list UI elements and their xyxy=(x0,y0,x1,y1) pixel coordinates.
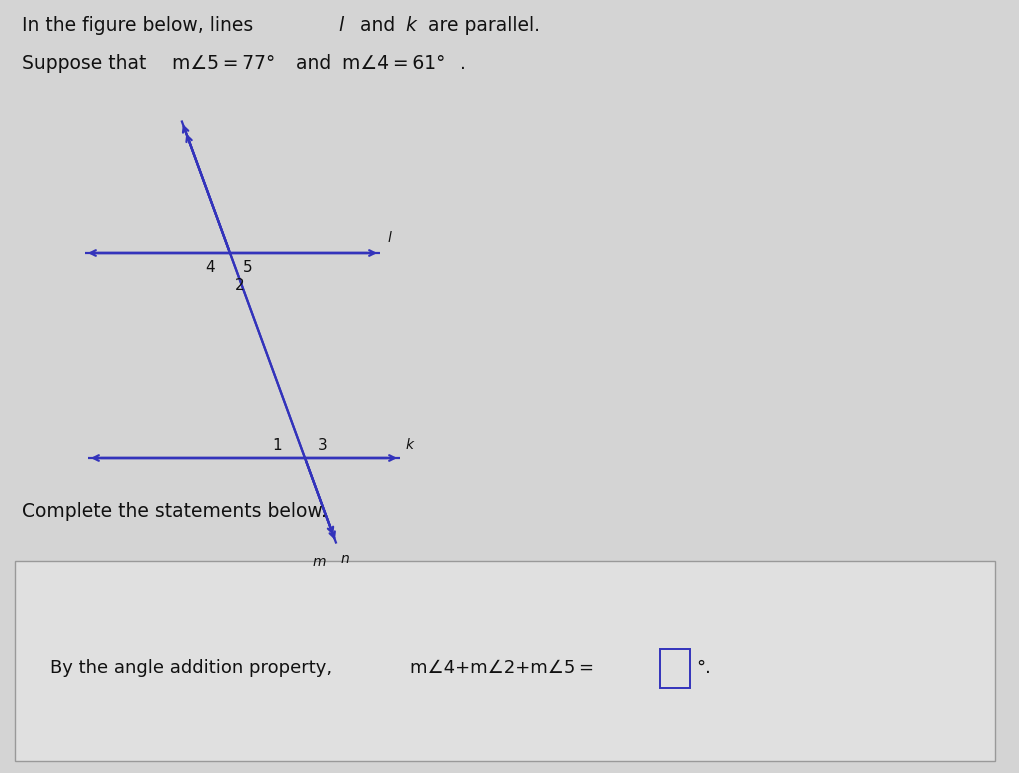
Text: l: l xyxy=(337,16,343,35)
Text: are parallel.: are parallel. xyxy=(422,16,539,35)
Bar xyxy=(15,561,994,761)
Text: 2: 2 xyxy=(235,278,245,292)
Text: In the figure below, lines: In the figure below, lines xyxy=(22,16,259,35)
Text: By the angle addition property,: By the angle addition property, xyxy=(50,659,337,677)
Text: k: k xyxy=(406,438,414,452)
Text: k: k xyxy=(405,16,416,35)
Text: Complete the statements below.: Complete the statements below. xyxy=(22,502,326,521)
Text: m∠4+m∠2+m∠5 =: m∠4+m∠2+m∠5 = xyxy=(410,659,593,677)
Text: °.: °. xyxy=(695,659,710,677)
Bar xyxy=(659,649,689,687)
Text: m∠4 = 61°: m∠4 = 61° xyxy=(341,54,445,73)
Text: 1: 1 xyxy=(272,438,281,454)
Text: and: and xyxy=(354,16,400,35)
Text: 4: 4 xyxy=(205,261,215,275)
Text: n: n xyxy=(340,552,348,566)
Text: m: m xyxy=(312,554,326,568)
Text: 5: 5 xyxy=(243,261,253,275)
Text: and: and xyxy=(289,54,337,73)
Text: .: . xyxy=(460,54,466,73)
Text: 3: 3 xyxy=(318,438,327,454)
Text: m∠5 = 77°: m∠5 = 77° xyxy=(172,54,275,73)
Text: Suppose that: Suppose that xyxy=(22,54,152,73)
Text: l: l xyxy=(387,231,391,245)
